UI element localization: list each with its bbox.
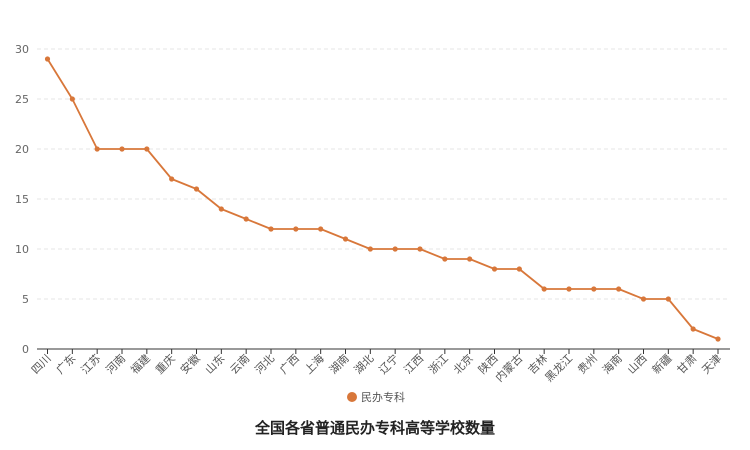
y-tick-label: 20 [15,143,29,156]
data-point[interactable] [268,226,274,232]
y-tick-label: 10 [15,243,29,256]
series-layer [44,56,721,342]
y-tick-label: 25 [15,93,29,106]
chart-title: 全国各省普通民办专科高等学校数量 [254,419,495,437]
data-point[interactable] [342,236,349,242]
data-point[interactable] [392,246,398,252]
data-point[interactable] [516,266,522,272]
y-tick-label: 5 [22,293,29,306]
data-point[interactable] [293,226,299,232]
data-point[interactable] [94,146,100,152]
data-point[interactable] [417,246,423,252]
data-point[interactable] [467,256,473,262]
y-tick-label: 30 [15,43,29,56]
y-tick-label: 0 [22,343,29,356]
data-point[interactable] [218,206,224,212]
gridlines [37,48,730,300]
data-point[interactable] [119,146,125,152]
data-point[interactable] [715,336,721,342]
data-point[interactable] [44,56,51,62]
data-point[interactable] [243,216,249,222]
legend-label-min-ban-zhuan-ke: 民办专科 [361,390,405,404]
data-point[interactable] [591,286,597,292]
legend-marker [347,392,357,402]
data-point[interactable] [193,186,200,192]
data-point[interactable] [566,286,572,292]
data-point[interactable] [690,326,696,332]
data-point[interactable] [665,296,671,302]
data-point[interactable] [541,286,547,292]
data-point[interactable] [442,256,448,262]
data-point[interactable] [367,246,373,252]
data-point[interactable] [616,286,622,292]
data-point[interactable] [169,176,175,182]
data-point[interactable] [491,266,498,272]
series-line-min-ban-zhuan-ke [46,58,719,340]
y-tick-label: 15 [15,193,29,206]
data-point[interactable] [318,226,324,232]
data-point[interactable] [144,146,150,152]
data-point[interactable] [69,96,75,102]
data-point[interactable] [640,296,647,302]
legend[interactable]: 民办专科 [347,390,405,404]
